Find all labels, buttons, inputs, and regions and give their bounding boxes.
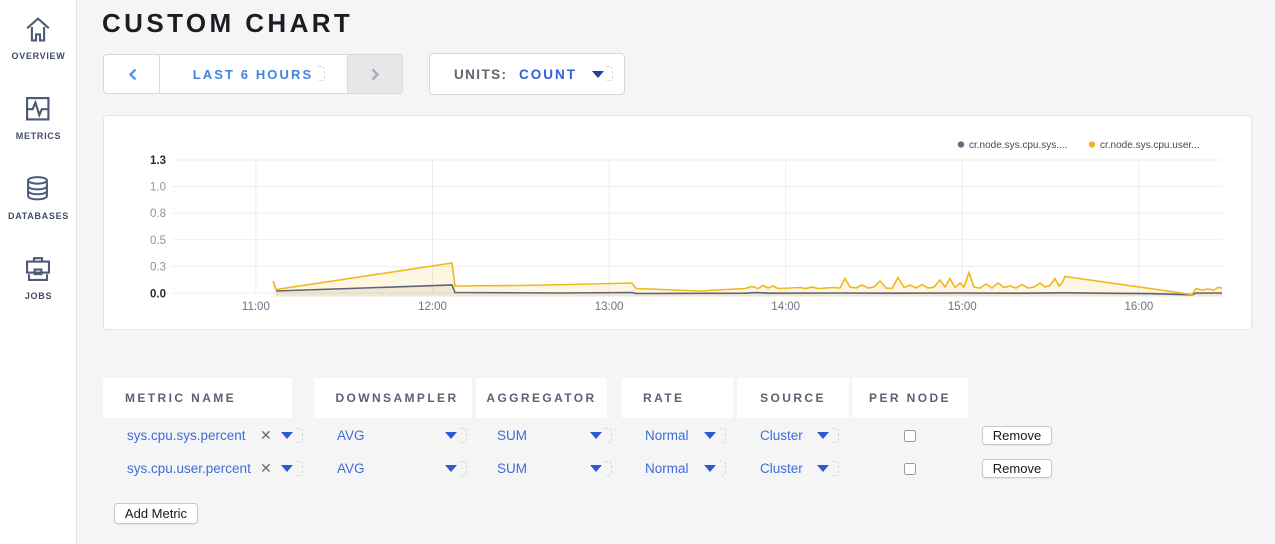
svg-text:cr.node.sys.cpu.user...: cr.node.sys.cpu.user...: [1100, 140, 1200, 151]
svg-text:0.0: 0.0: [150, 289, 166, 301]
svg-text:15:00: 15:00: [948, 301, 977, 313]
svg-text:14:00: 14:00: [771, 301, 800, 313]
svg-text:13:00: 13:00: [595, 301, 624, 313]
svg-text:cr.node.sys.cpu.sys....: cr.node.sys.cpu.sys....: [969, 140, 1067, 151]
svg-text:16:00: 16:00: [1125, 301, 1154, 313]
svg-text:0.5: 0.5: [150, 235, 166, 247]
svg-text:0.8: 0.8: [150, 208, 166, 220]
svg-text:1.3: 1.3: [150, 155, 166, 167]
svg-text:12:00: 12:00: [418, 301, 447, 313]
svg-text:1.0: 1.0: [150, 182, 166, 194]
svg-text:11:00: 11:00: [242, 301, 270, 313]
svg-text:0.3: 0.3: [150, 261, 166, 273]
